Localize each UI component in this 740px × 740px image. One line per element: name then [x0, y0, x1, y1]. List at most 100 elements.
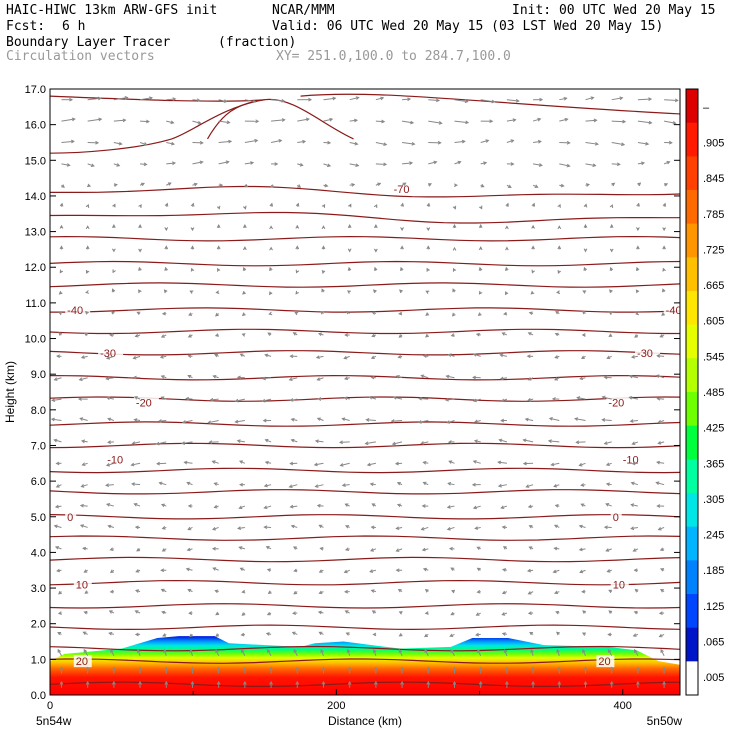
contour-label-bg: [105, 453, 131, 466]
vector-head: [662, 202, 667, 207]
vector-head: [143, 142, 148, 146]
vector-head: [161, 548, 166, 552]
vector-head: [661, 312, 666, 316]
vector-head: [583, 266, 588, 271]
vector-head: [411, 141, 416, 146]
temperature-contour: [50, 185, 680, 198]
vector-head: [526, 568, 532, 573]
vector-head: [187, 526, 192, 531]
vector-head: [138, 223, 142, 228]
vector-head: [630, 526, 635, 531]
vector-head: [522, 438, 527, 443]
vector-head: [190, 227, 195, 232]
vector-head: [452, 205, 457, 210]
vector-shaft: [106, 355, 115, 359]
vector-head: [237, 526, 242, 530]
colorbar-label: .725: [703, 244, 724, 256]
vector-head: [505, 225, 509, 230]
vector-head: [297, 184, 302, 188]
temperature-contour: [50, 350, 680, 356]
vector-head: [159, 355, 164, 359]
vector-shaft: [454, 140, 465, 143]
vector-shaft: [585, 163, 596, 167]
vector-head: [107, 417, 112, 422]
vector-head: [318, 590, 323, 595]
vector-shaft: [52, 398, 62, 401]
vector-head: [527, 332, 532, 336]
vector-head: [555, 631, 560, 636]
vector-head: [424, 611, 429, 615]
contour-label-bg: [73, 578, 92, 591]
contour-label: 0: [613, 512, 619, 524]
vector-head: [105, 376, 110, 381]
vector-head: [605, 503, 610, 507]
vector-head: [593, 118, 598, 123]
vector-head: [524, 417, 529, 422]
vector-head: [656, 460, 661, 465]
vector-head: [398, 633, 403, 637]
colorbar-swatch: [686, 526, 698, 561]
vector-head: [244, 183, 249, 188]
vector-head: [662, 245, 666, 250]
vector-shaft: [630, 420, 638, 422]
vector-head: [473, 439, 478, 443]
vector-head: [557, 666, 562, 671]
vector-head: [476, 589, 481, 594]
vector-head: [395, 375, 400, 379]
vector-head: [373, 666, 378, 671]
vector-head: [314, 439, 319, 444]
vector-head: [332, 96, 337, 101]
vector-head: [635, 289, 640, 294]
vector-shaft: [576, 441, 586, 443]
vector-head: [581, 333, 586, 337]
vector-head: [236, 375, 241, 380]
vector-head: [607, 648, 612, 653]
x-axis-label: Distance (km): [328, 714, 402, 728]
y-tick-label: 4.0: [31, 547, 46, 559]
vector-head: [316, 503, 321, 508]
vector-head: [295, 680, 300, 685]
vector-shaft: [314, 462, 324, 466]
vector-head: [478, 246, 483, 251]
vector-head: [318, 524, 323, 529]
vector-head: [426, 202, 431, 207]
temperature-contour: [50, 421, 680, 427]
vector-head: [608, 311, 613, 316]
vector-head: [263, 483, 268, 488]
vector-head: [648, 97, 653, 102]
vector-head: [138, 289, 142, 294]
vector-head: [630, 355, 635, 359]
vector-head: [450, 611, 455, 616]
vector-head: [57, 648, 61, 653]
contour-label-bg: [65, 304, 91, 317]
vector-shaft: [473, 398, 481, 402]
vector-head: [82, 631, 87, 635]
vector-head: [475, 612, 480, 616]
vector-head: [164, 680, 169, 685]
vector-shaft: [106, 462, 115, 466]
vector-shaft: [235, 398, 245, 402]
x-tick-label: 400: [614, 700, 632, 712]
vector-shaft: [349, 97, 359, 101]
vector-head: [313, 462, 318, 467]
vector-head: [391, 441, 396, 446]
vector-head: [295, 245, 300, 250]
vector-head: [636, 227, 640, 232]
vector-head: [242, 290, 246, 295]
vector-head: [537, 139, 542, 144]
vector-head: [317, 610, 322, 615]
vector-head: [528, 311, 533, 316]
vector-shaft: [504, 649, 508, 656]
vector-head: [552, 569, 557, 574]
vector-head: [530, 290, 535, 295]
vector-head: [489, 119, 494, 124]
vector-shaft: [602, 396, 612, 400]
vector-head: [308, 97, 313, 102]
vector-head: [209, 397, 214, 402]
model-title: HAIC-HIWC 13km ARW-GFS init: [6, 3, 218, 18]
vector-head: [83, 610, 88, 615]
vector-head: [657, 419, 662, 424]
y-tick-label: 8.0: [31, 405, 46, 417]
vector-shaft: [637, 120, 652, 124]
vector-shaft: [106, 377, 114, 380]
